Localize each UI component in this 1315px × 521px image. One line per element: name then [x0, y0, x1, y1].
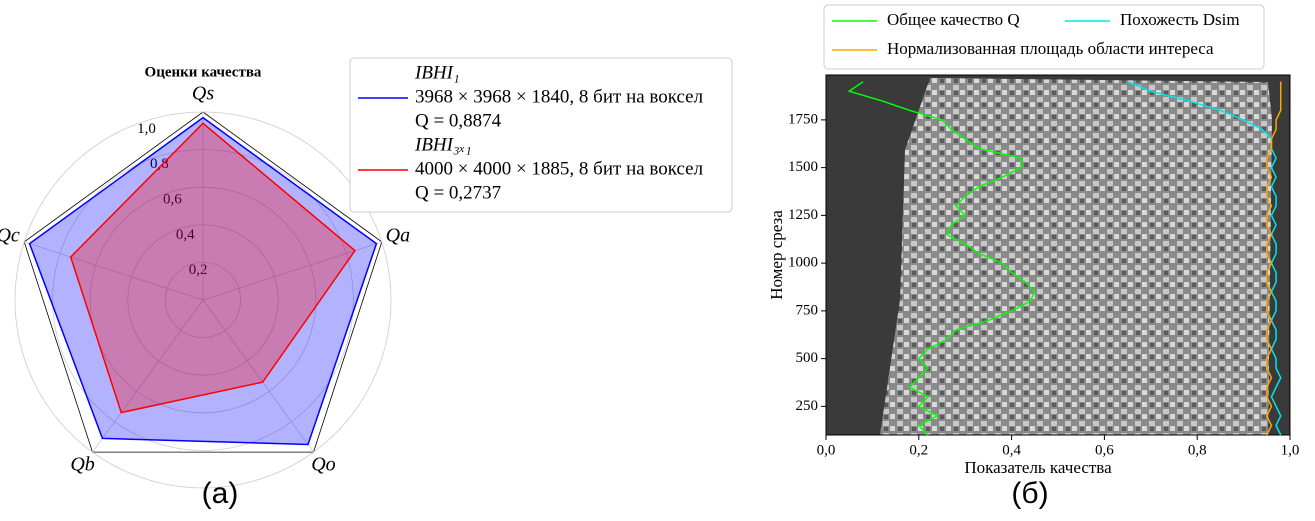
x-tick-label: 0,8: [1188, 442, 1207, 458]
series-line: [1265, 81, 1282, 436]
legend-label: IBHI₃ₓ₁: [414, 134, 472, 155]
y-tick-label: 1250: [788, 207, 818, 223]
y-axis-label: Номер среза: [767, 210, 786, 300]
axis-label: Qa: [386, 224, 410, 246]
axis-label: Qc: [0, 224, 20, 246]
axis-label: Qo: [311, 453, 335, 475]
legend-box: [349, 57, 733, 213]
legend-detail: 3968 × 3968 × 1840, 8 бит на воксел: [415, 86, 704, 107]
legend-detail: Q = 0,8874: [415, 110, 502, 131]
ct-image: [826, 75, 1290, 435]
x-tick-label: 0,4: [1002, 442, 1021, 458]
spoke: [202, 299, 314, 453]
x-axis-label: Показатель качества: [964, 458, 1112, 477]
legend-detail: Q = 0,2737: [415, 182, 501, 203]
legend-label: Общее качество Q: [887, 10, 1020, 29]
legend-label: IBHI₁: [414, 62, 460, 83]
r-tick-label: 0,4: [176, 227, 195, 243]
spoke: [92, 299, 204, 453]
y-tick-label: 250: [796, 398, 819, 414]
y-tick-label: 1500: [788, 159, 818, 175]
y-tick-label: 1000: [788, 255, 818, 271]
caption: (а): [202, 477, 239, 510]
x-tick-label: 0,6: [1095, 442, 1114, 458]
axis-label: Qs: [192, 83, 214, 105]
legend-label: Нормализованная площадь области интереса: [887, 39, 1214, 58]
legend-box: [823, 4, 1265, 70]
radar-area: [28, 116, 378, 446]
x-tick-label: 0,2: [909, 442, 928, 458]
y-tick-label: 500: [796, 350, 819, 366]
x-tick-label: 0,0: [817, 442, 836, 458]
axis-label: Qb: [70, 453, 94, 475]
spoke: [202, 241, 382, 301]
spoke: [24, 241, 204, 301]
r-tick-label: 0,8: [150, 156, 169, 172]
caption: (б): [1011, 477, 1048, 510]
y-tick-label: 1750: [788, 111, 818, 127]
radar-area: [69, 122, 356, 414]
plot-frame: [825, 74, 1291, 436]
r-tick-label: 1,0: [137, 121, 156, 137]
chart-title: Оценки качества: [145, 64, 262, 80]
legend-label: Похожесть Dsim: [1120, 10, 1240, 29]
y-tick-label: 750: [796, 302, 819, 318]
r-tick-label: 0,6: [163, 191, 182, 207]
radar-frame: [23, 111, 383, 453]
series-line: [847, 81, 1036, 436]
x-tick-label: 1,0: [1281, 442, 1300, 458]
legend-detail: 4000 × 4000 × 1885, 8 бит на воксел: [415, 158, 704, 179]
